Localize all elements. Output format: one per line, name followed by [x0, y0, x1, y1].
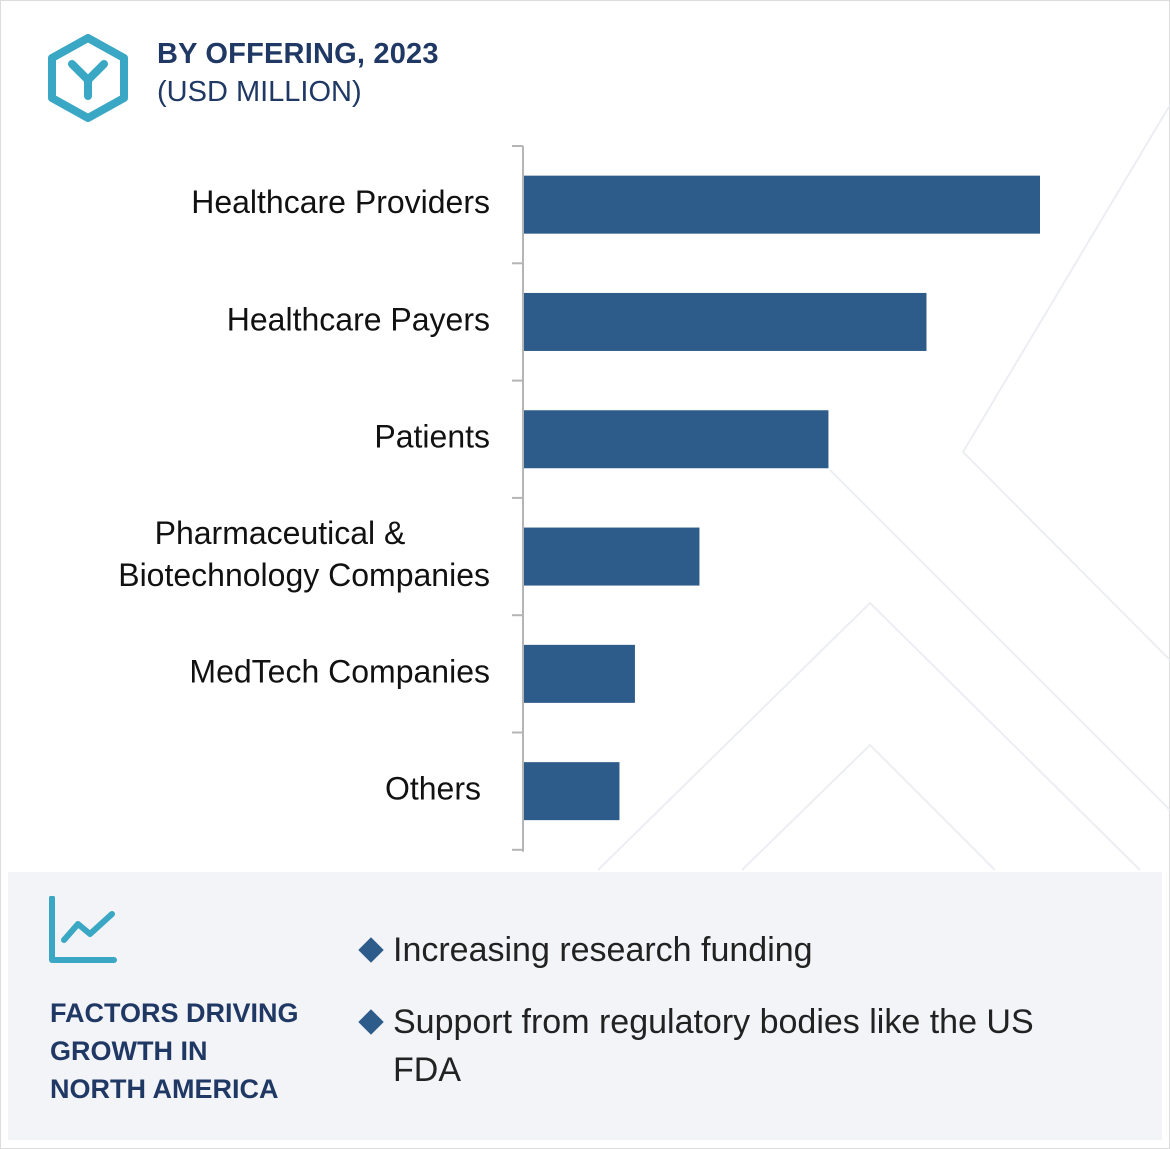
- factor-item: Increasing research funding: [358, 926, 1098, 974]
- tick-label: Healthcare Providers: [191, 184, 490, 220]
- line-chart-trend-icon: [49, 896, 117, 963]
- chart-subtitle: (USD MILLION): [157, 76, 362, 108]
- diamond-bullet-icon: [358, 1009, 384, 1035]
- bar-chart: Healthcare Providers Healthcare Payers Pat…: [118, 145, 1040, 852]
- factors-list: Increasing research funding Support from…: [358, 926, 1098, 1118]
- hexagon-logo-icon: [48, 34, 128, 122]
- tick-label: Pharmaceutical &: [155, 515, 406, 551]
- tick-label: MedTech Companies: [189, 653, 490, 689]
- tick-label: Others: [385, 771, 481, 807]
- factor-item: Support from regulatory bodies like the …: [358, 998, 1098, 1094]
- factor-text: Increasing research funding: [393, 931, 813, 969]
- factors-heading-line: NORTH AMERICA: [50, 1074, 279, 1104]
- factors-heading: FACTORS DRIVING GROWTH IN NORTH AMERICA: [50, 994, 330, 1108]
- bar: [524, 762, 620, 821]
- factors-heading-line: GROWTH IN: [50, 1036, 208, 1066]
- tick-label: Healthcare Payers: [227, 301, 490, 337]
- bar: [524, 410, 829, 469]
- factor-text: Support from regulatory bodies like the …: [393, 1003, 1034, 1089]
- factors-panel: [8, 872, 1162, 1140]
- chart-title: BY OFFERING, 2023: [157, 38, 439, 70]
- tick-label: Biotechnology Companies: [118, 557, 490, 593]
- bar: [524, 175, 1040, 234]
- diamond-bullet-icon: [358, 937, 384, 963]
- tick-label: Patients: [374, 419, 490, 455]
- bar: [524, 644, 635, 703]
- bar: [524, 292, 927, 351]
- factors-heading-line: FACTORS DRIVING: [50, 998, 299, 1028]
- bar: [524, 527, 700, 586]
